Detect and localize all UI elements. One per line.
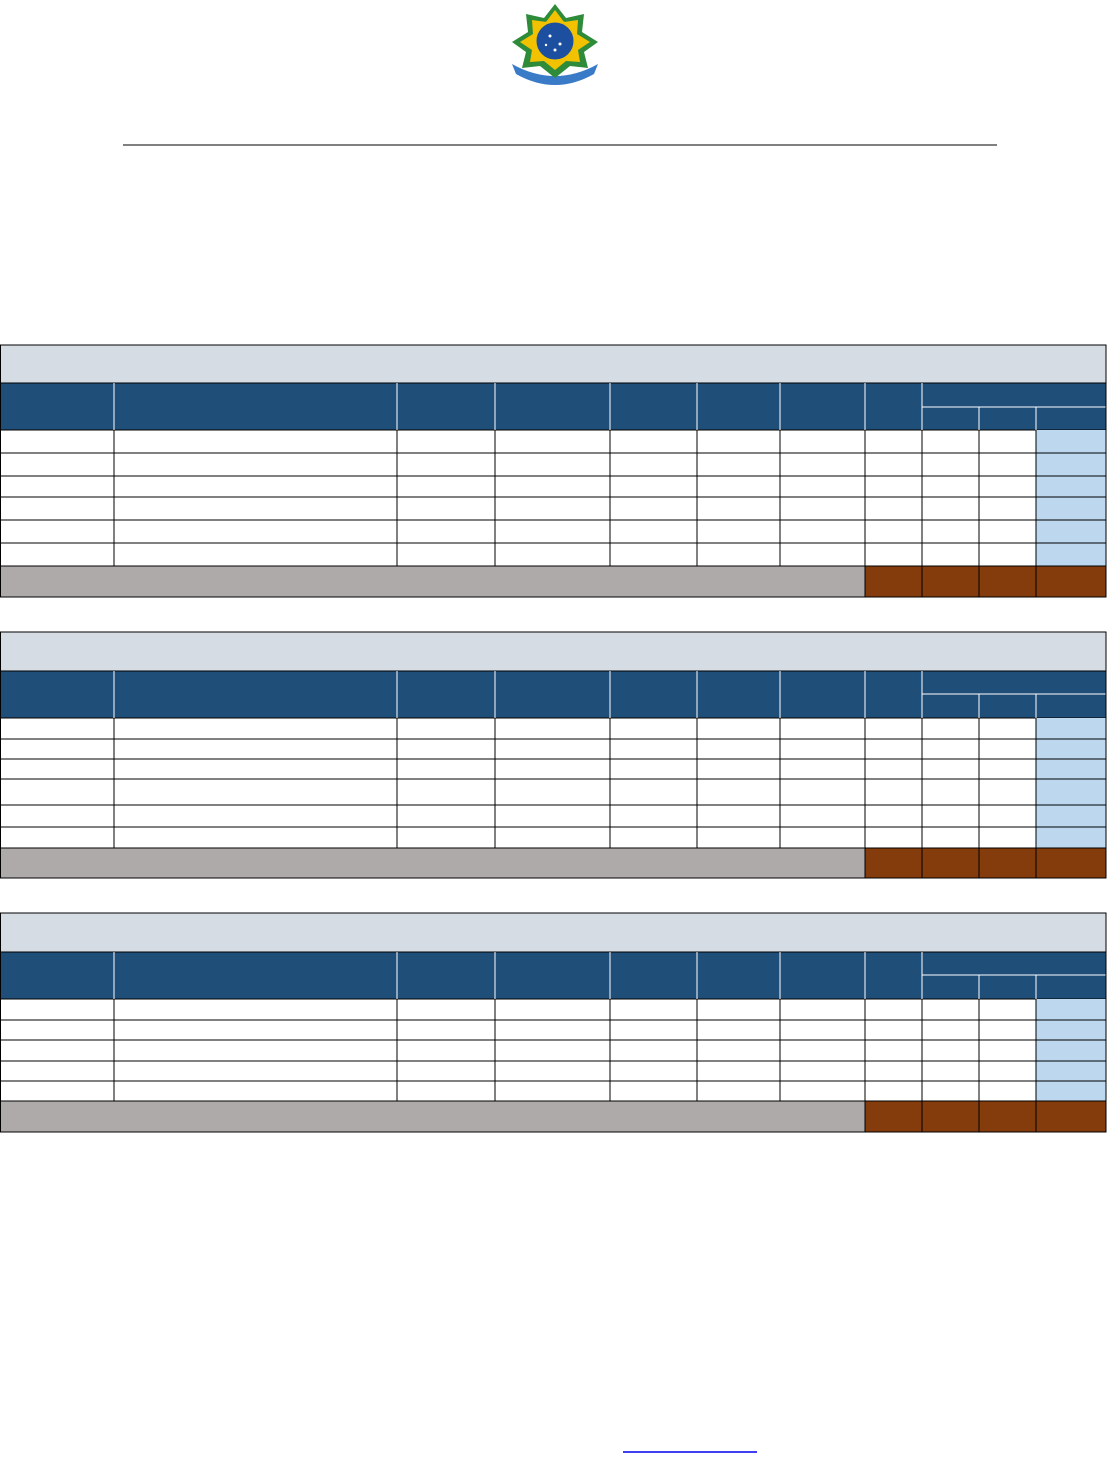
highlight-column	[1036, 718, 1106, 848]
emblem-star	[544, 43, 548, 47]
total-cell	[864, 565, 923, 598]
emblem-star	[553, 48, 557, 52]
table-title-band	[0, 344, 1107, 384]
table-border	[0, 912, 1107, 1133]
table-title-band	[0, 912, 1107, 953]
table-title-band	[0, 631, 1107, 672]
total-label-cell	[0, 1100, 866, 1133]
emblem-star	[548, 34, 552, 38]
total-cell	[1035, 1100, 1107, 1133]
table-border	[0, 631, 1107, 879]
total-cell	[1035, 565, 1107, 598]
highlight-column	[1036, 430, 1106, 566]
coat-of-arms	[512, 4, 598, 85]
total-cell	[978, 1100, 1037, 1133]
table-border	[0, 344, 1107, 598]
total-cell	[921, 565, 980, 598]
total-cell	[1035, 847, 1107, 879]
emblem-globe	[533, 19, 577, 63]
total-label-cell	[0, 847, 866, 879]
emblem-ribbon	[512, 64, 598, 85]
total-cell	[864, 847, 923, 879]
highlight-column	[1036, 999, 1106, 1101]
total-label-cell	[0, 565, 866, 598]
total-cell	[978, 565, 1037, 598]
total-cell	[978, 847, 1037, 879]
total-cell	[864, 1100, 923, 1133]
total-cell	[921, 847, 980, 879]
emblem-star	[558, 42, 562, 46]
total-cell	[921, 1100, 980, 1133]
